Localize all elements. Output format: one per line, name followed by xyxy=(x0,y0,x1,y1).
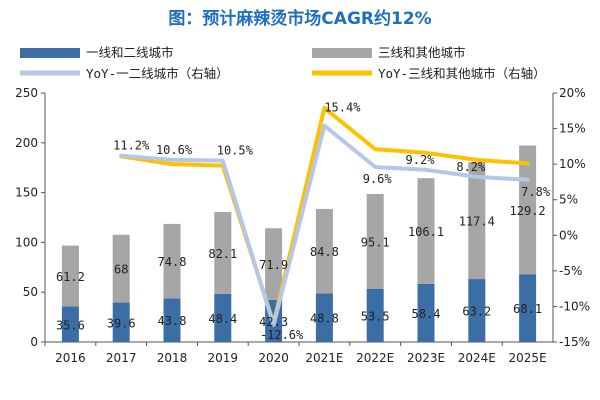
bar-tier1 xyxy=(214,293,232,342)
x-tick-label: 2017 xyxy=(106,351,137,365)
legend-swatch-tier3-bars xyxy=(312,48,372,58)
legend-label-tier1-bars: 一线和二线城市 xyxy=(86,45,174,60)
bar-label-tier1: 68.1 xyxy=(513,302,542,316)
y-left-tick-label: 50 xyxy=(23,285,38,299)
chart-title: 图：预计麻辣烫市场CAGR约12% xyxy=(168,8,431,29)
bar-tier1 xyxy=(417,283,435,342)
bar-tier3 xyxy=(214,212,232,294)
bar-tier1 xyxy=(163,298,181,342)
x-tick-label: 2022E xyxy=(356,351,394,365)
legend-label-tier1-yoy: YoY-一二线城市（右轴） xyxy=(86,66,229,81)
bar-label-tier1: 39.6 xyxy=(107,316,136,330)
bar-tier1 xyxy=(468,279,486,342)
y-left-tick-label: 100 xyxy=(15,235,38,249)
bar-label-tier1: 42.3 xyxy=(259,315,288,329)
bar-tier3 xyxy=(468,162,486,280)
line-yoy-tier1 xyxy=(119,123,530,327)
bar-tier3 xyxy=(112,234,130,303)
yoy-point-label: 7.8% xyxy=(521,185,551,199)
x-tick-label: 2024E xyxy=(458,351,496,365)
y-right-tick-label: 15% xyxy=(559,122,586,136)
bar-label-tier1: 58.4 xyxy=(412,307,441,321)
bar-tier1 xyxy=(61,306,79,342)
x-tick-label: 2023E xyxy=(407,351,445,365)
y-right-tick-label: -5% xyxy=(559,264,582,278)
bar-label-tier1: 48.8 xyxy=(310,312,339,326)
x-tick-label: 2025E xyxy=(509,351,547,365)
y-right-tick-label: 10% xyxy=(559,157,586,171)
yoy-point-label: 11.2% xyxy=(113,139,150,153)
bar-tier1 xyxy=(519,274,537,342)
bar-tier1 xyxy=(315,293,333,342)
bar-tier3 xyxy=(417,178,435,284)
x-tick-label: 2021E xyxy=(305,351,343,365)
x-tick-label: 2019 xyxy=(208,351,239,365)
bar-label-tier3: 82.1 xyxy=(208,247,237,261)
bar-label-tier1: 43.8 xyxy=(158,314,187,328)
legend: 一线和二线城市 三线和其他城市 YoY-一二线城市（右轴） YoY-三线和其他城… xyxy=(20,45,546,81)
y-right-tick-label: -10% xyxy=(559,299,590,313)
bar-tier1 xyxy=(112,302,130,342)
x-tick-label: 2018 xyxy=(157,351,188,365)
bar-label-tier3: 106.1 xyxy=(408,225,444,239)
bar-label-tier3: 71.9 xyxy=(259,258,288,272)
bar-label-tier1: 63.2 xyxy=(462,305,491,319)
bar-label-tier3: 117.4 xyxy=(459,215,495,229)
bar-tier3 xyxy=(163,223,181,299)
y-left-tick-label: 150 xyxy=(15,186,38,200)
x-tick-label: 2020 xyxy=(258,351,289,365)
axes: 0 50 100 150 200 250 -15% -10% -5% 0% 5% 10% 15% 20% 2… xyxy=(15,86,590,365)
y-right-tick-label: 5% xyxy=(559,193,578,207)
bar-label-tier3: 61.2 xyxy=(56,270,85,284)
bar-tier3 xyxy=(61,245,79,307)
bar-label-tier1: 48.4 xyxy=(208,312,237,326)
y-right-tick-label: -15% xyxy=(559,335,590,349)
bar-label-tier3: 84.8 xyxy=(310,245,339,259)
yoy-point-label: 10.6% xyxy=(156,143,193,157)
bar-tier3 xyxy=(366,193,384,289)
y-left-tick-label: 200 xyxy=(15,136,38,150)
bar-tier3 xyxy=(265,228,283,300)
bar-label-tier1: 35.6 xyxy=(56,318,85,332)
yoy-point-label: 8.2% xyxy=(456,160,486,174)
y-right-tick-label: 20% xyxy=(559,86,586,100)
data-labels: 35.6 61.2 39.6 68 43.8 74.8 48.4 82.1 42.3 71.9 48… xyxy=(56,101,551,342)
line-yoy-tier3 xyxy=(119,105,530,326)
legend-label-tier3-yoy: YoY-三线和其他城市（右轴） xyxy=(378,66,546,81)
bar-label-tier3: 129.2 xyxy=(510,204,546,218)
bar-label-tier3: 68 xyxy=(114,263,128,277)
bar-label-tier3: 95.1 xyxy=(361,235,390,249)
yoy-point-label: 10.5% xyxy=(217,144,254,158)
legend-label-tier3-bars: 三线和其他城市 xyxy=(378,45,466,60)
yoy-point-label: -12.6% xyxy=(260,328,304,342)
bar-label-tier3: 74.8 xyxy=(158,255,187,269)
yoy-point-label: 9.2% xyxy=(406,153,436,167)
y-left-tick-label: 250 xyxy=(15,86,38,100)
bar-tier3 xyxy=(315,208,333,294)
bar-label-tier1: 53.5 xyxy=(361,309,390,323)
lines xyxy=(119,105,530,327)
bar-tier1 xyxy=(366,288,384,342)
x-tick-label: 2016 xyxy=(55,351,86,365)
yoy-point-label: 9.6% xyxy=(363,172,393,186)
y-left-tick-label: 0 xyxy=(30,335,38,349)
y-right-tick-label: 0% xyxy=(559,228,578,242)
legend-swatch-tier1-bars xyxy=(20,48,80,58)
yoy-point-label: 15.4% xyxy=(324,101,361,115)
